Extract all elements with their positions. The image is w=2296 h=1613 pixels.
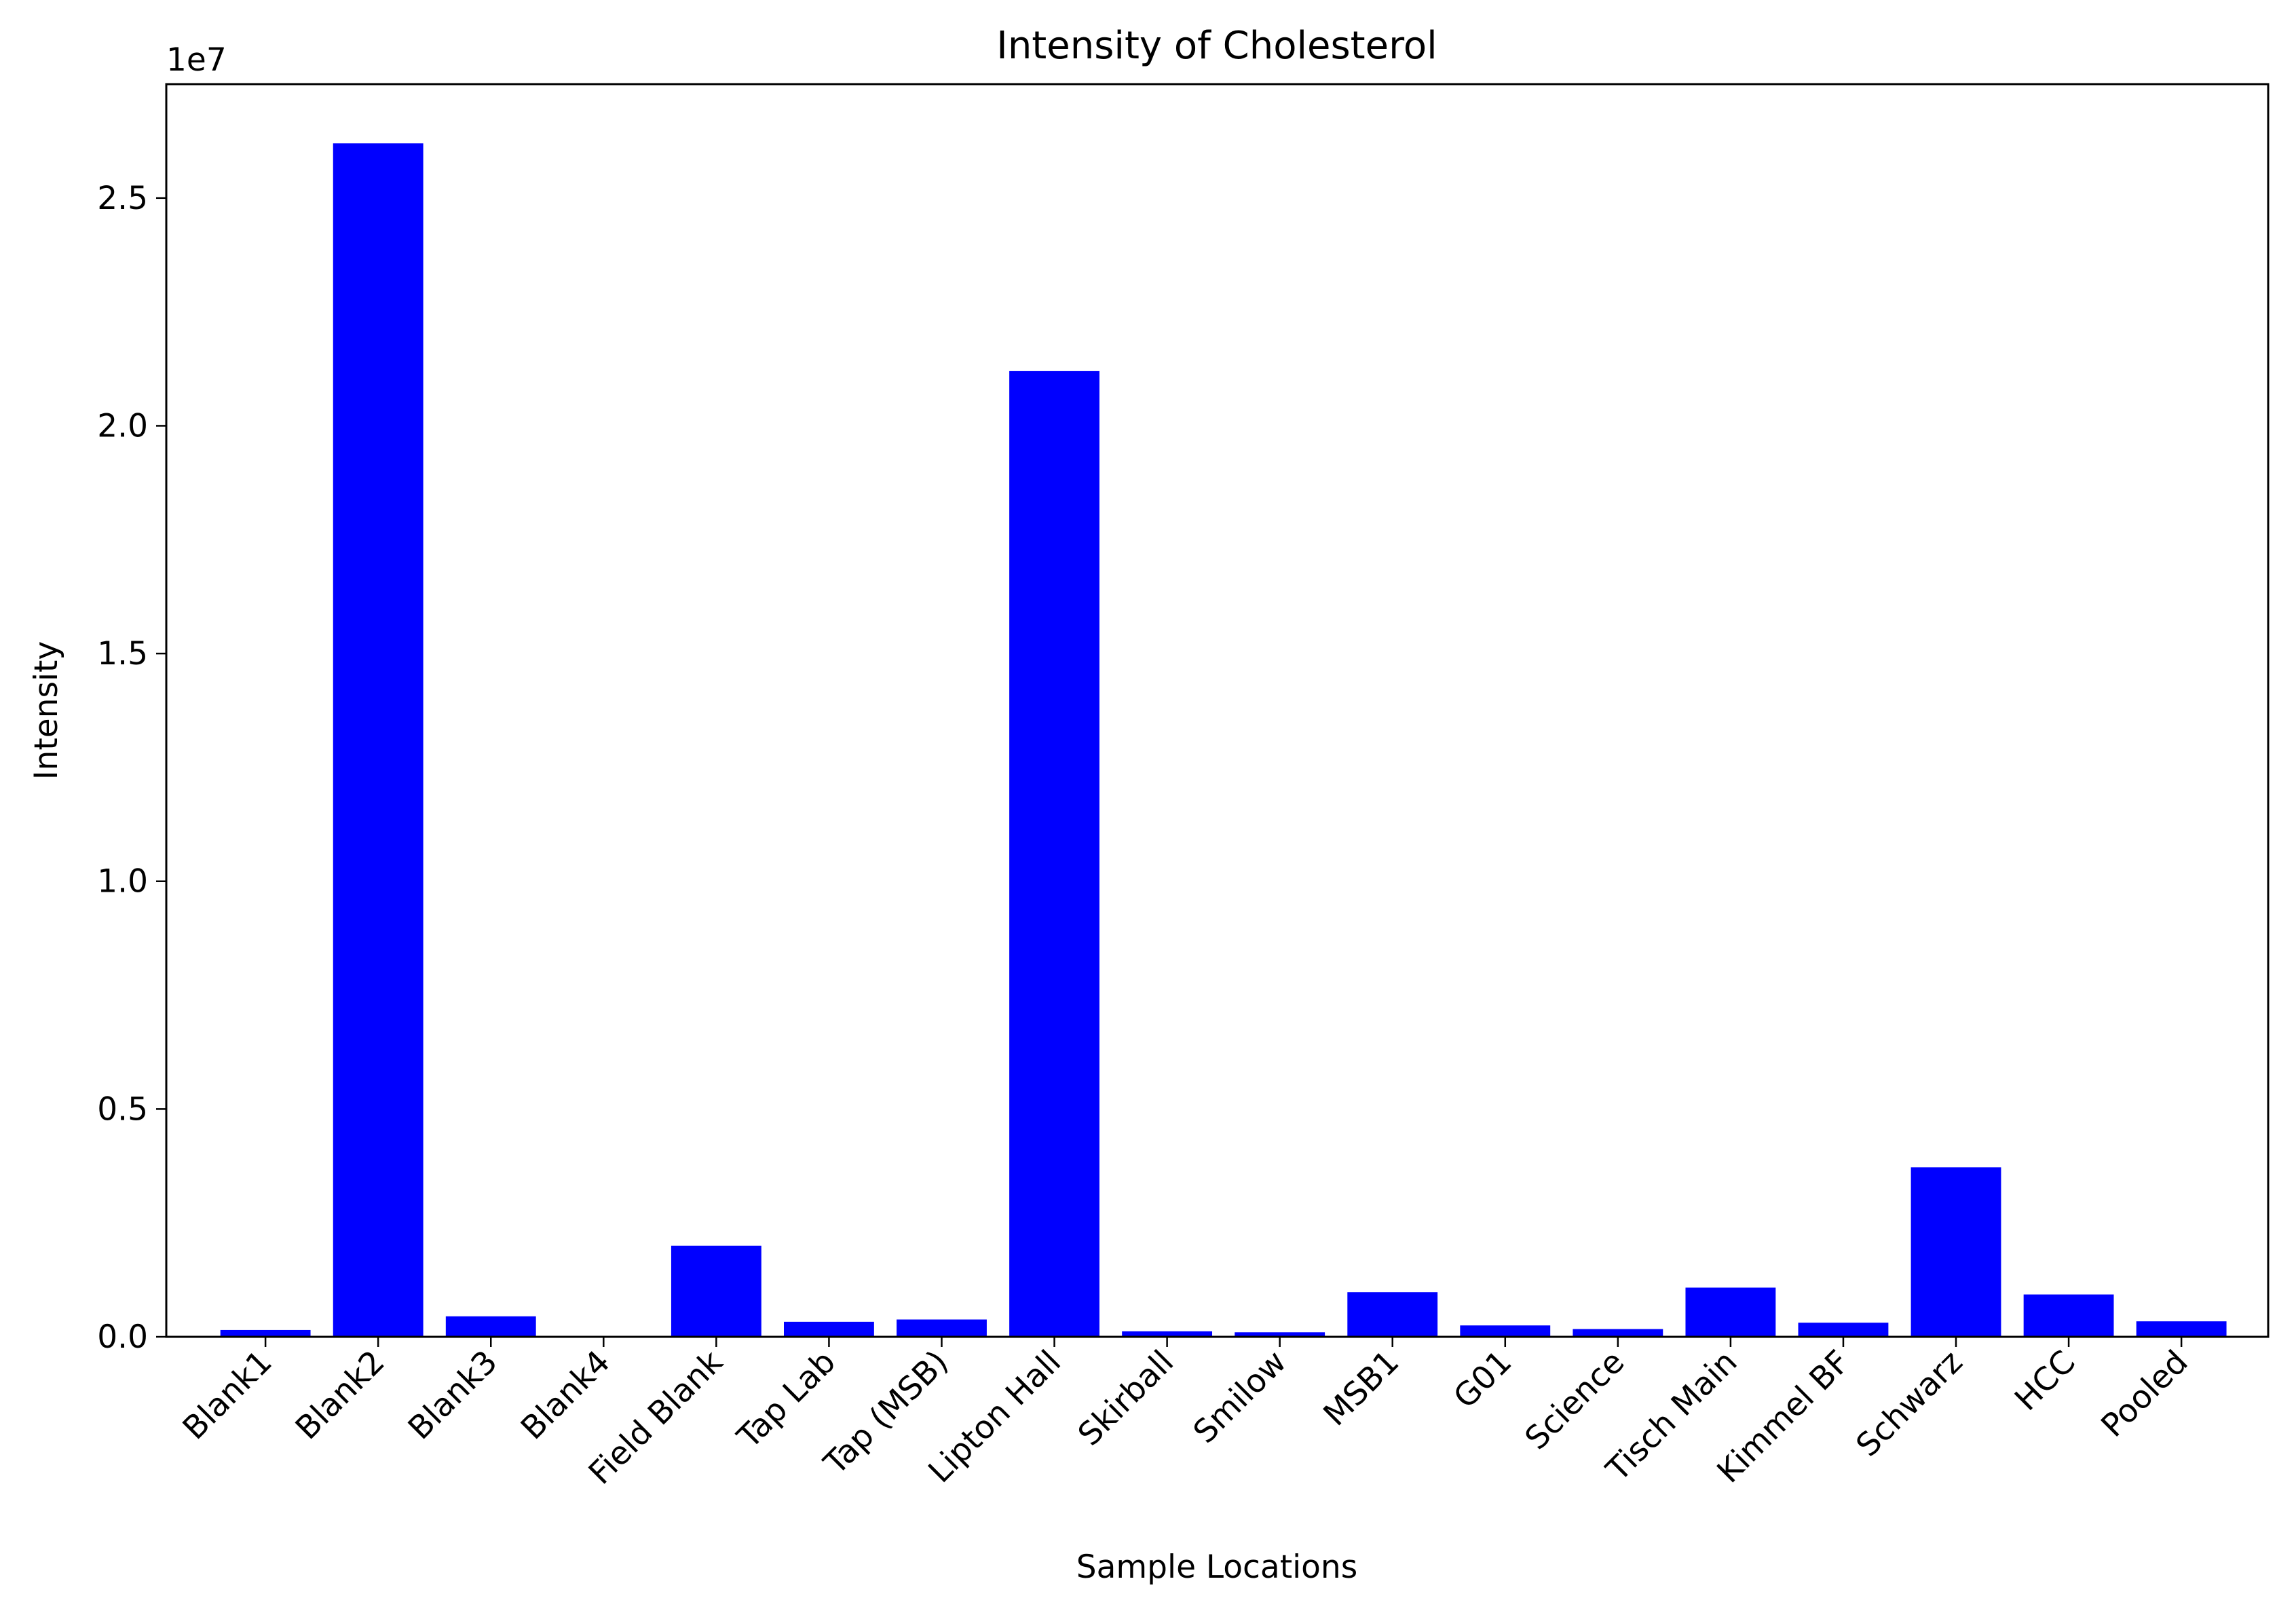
bar-pooled <box>2136 1321 2227 1337</box>
bar-field-blank <box>671 1245 761 1337</box>
x-tick-label: Blank2 <box>288 1344 392 1447</box>
y-tick-label: 2.5 <box>97 180 148 217</box>
x-tick-label: HCC <box>2008 1344 2082 1418</box>
x-tick-label: Schwarz <box>1849 1344 1970 1464</box>
x-tick-label: Science <box>1518 1344 1632 1458</box>
x-tick-label: MSB1 <box>1317 1344 1407 1434</box>
y-ticks-group: 0.0 0.5 1.0 1.5 2.0 2.5 <box>97 180 166 1356</box>
bar-kimmel-bf <box>1798 1323 1889 1337</box>
x-tick-label: Pooled <box>2094 1344 2195 1445</box>
x-tick-label: G01 <box>1446 1344 1519 1416</box>
x-tick-label: Blank1 <box>176 1344 280 1447</box>
bar-blank1 <box>220 1329 311 1337</box>
y-tick-label: 1.5 <box>97 635 148 672</box>
y-tick-label: 2.0 <box>97 407 148 444</box>
y-tick-label: 0.5 <box>97 1090 148 1128</box>
x-tick-label: Skirball <box>1071 1344 1181 1454</box>
plot-frame <box>165 83 2270 1338</box>
bar-schwarz <box>1911 1167 2001 1337</box>
bar-blank3 <box>445 1316 536 1337</box>
bar-smilow <box>1235 1332 1325 1337</box>
bar-science <box>1573 1329 1663 1337</box>
bar-tap-msb <box>897 1319 987 1337</box>
x-tick-label: Tap Lab <box>730 1344 843 1456</box>
y-axis-label: Intensity <box>28 641 65 780</box>
x-tick-label: Blank4 <box>514 1344 618 1447</box>
x-axis-label: Sample Locations <box>1076 1549 1357 1586</box>
chart-title: Intensity of Cholesterol <box>996 24 1437 68</box>
x-tick-label: Smilow <box>1186 1344 1294 1451</box>
bar-skirball <box>1122 1331 1213 1337</box>
bar-hcc <box>2023 1294 2114 1337</box>
bar-tap-lab <box>784 1321 874 1337</box>
bar-msb1 <box>1347 1292 1438 1337</box>
bar-lipton-hall <box>1009 371 1099 1337</box>
bar-tisch-main <box>1685 1287 1776 1337</box>
y-offset-label: 1e7 <box>166 41 227 79</box>
y-tick-label: 1.0 <box>97 863 148 900</box>
x-tick-label: Blank3 <box>401 1344 505 1447</box>
y-tick-label: 0.0 <box>97 1318 148 1356</box>
bar-blank2 <box>333 143 424 1337</box>
bar-g01 <box>1460 1325 1551 1337</box>
bars-group <box>220 143 2227 1337</box>
